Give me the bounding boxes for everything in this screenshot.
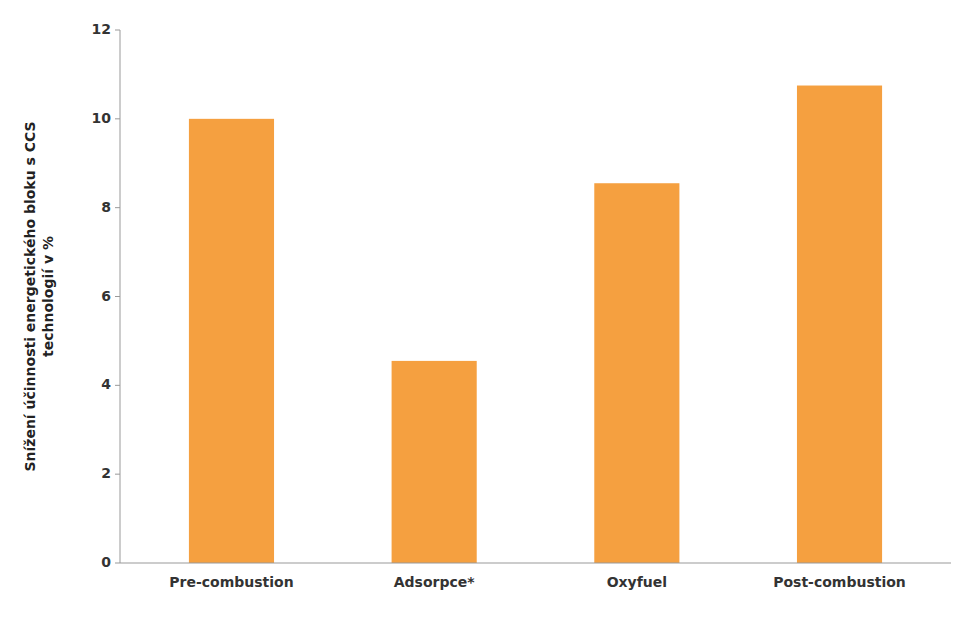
x-tick-label: Post-combustion (773, 574, 906, 590)
y-tick-label: 4 (101, 376, 111, 392)
chart-container: 0 2 4 6 8 10 12 Pre-combustion Adsorpce* Oxyfuel P… (0, 0, 976, 633)
y-tick-label: 0 (101, 554, 111, 570)
y-tick-label: 12 (92, 21, 111, 37)
chart: 0 2 4 6 8 10 12 Pre-combustion Adsorpce* Oxyfuel P… (0, 0, 976, 633)
y-tick (115, 30, 120, 31)
x-axis-line (120, 563, 951, 564)
y-tick-label: 2 (101, 465, 111, 481)
y-tick-label: 10 (92, 110, 112, 126)
x-tick-label: Pre-combustion (169, 574, 293, 590)
bar (594, 183, 679, 563)
bar (797, 86, 882, 563)
x-tick-label: Adsorpce* (394, 574, 476, 590)
y-tick (115, 563, 120, 564)
y-tick (115, 385, 120, 386)
bar (189, 119, 274, 563)
y-tick-label: 6 (101, 288, 111, 304)
y-tick-label: 8 (101, 199, 111, 215)
y-axis-label: Snížení účinnosti energetického bloku s … (22, 121, 56, 471)
y-tick (115, 207, 120, 208)
bars (189, 86, 882, 563)
y-tick (115, 118, 120, 119)
y-tick (115, 474, 120, 475)
bar (392, 361, 477, 563)
y-tick (115, 296, 120, 297)
x-tick-label: Oxyfuel (607, 574, 667, 590)
